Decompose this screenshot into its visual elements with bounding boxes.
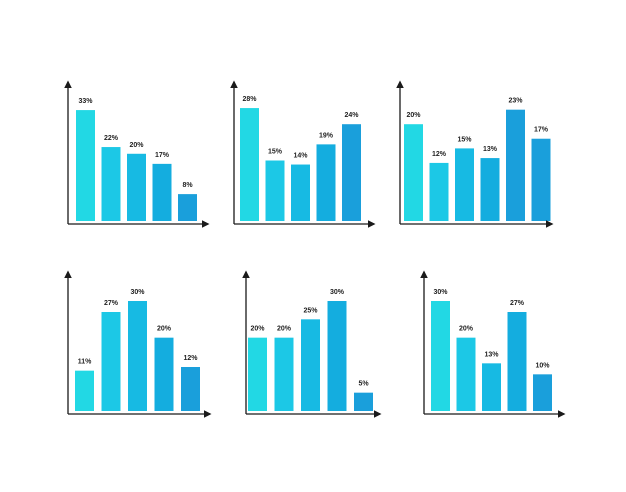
value-label-4: 17% bbox=[155, 152, 170, 159]
value-label-5: 12% bbox=[183, 355, 198, 362]
bar-1 bbox=[248, 337, 267, 411]
value-label-3: 13% bbox=[484, 351, 499, 358]
value-label-3: 20% bbox=[129, 142, 144, 149]
value-label-1: 20% bbox=[406, 112, 421, 119]
value-label-2: 15% bbox=[268, 149, 283, 156]
value-label-2: 12% bbox=[432, 151, 447, 158]
bar-5 bbox=[533, 374, 552, 411]
value-label-4: 30% bbox=[330, 289, 345, 296]
bar-3 bbox=[291, 164, 310, 221]
bar-5 bbox=[181, 367, 200, 411]
bar-1 bbox=[76, 110, 95, 221]
bar-2 bbox=[101, 147, 121, 221]
bar-2 bbox=[429, 162, 449, 221]
bar-2 bbox=[265, 160, 285, 221]
value-label-5: 24% bbox=[344, 112, 359, 119]
bar-3 bbox=[301, 319, 320, 411]
value-label-5: 10% bbox=[535, 362, 550, 369]
bar-2 bbox=[101, 312, 121, 411]
bar-6 bbox=[531, 138, 551, 221]
value-label-1: 11% bbox=[78, 359, 92, 366]
value-label-3: 15% bbox=[457, 136, 472, 143]
value-label-3: 14% bbox=[293, 153, 308, 160]
bar-1 bbox=[404, 124, 423, 221]
bar-chart-4: 11% 27% 30% 20% 12% bbox=[60, 268, 212, 418]
bar-chart-6: 30% 20% 13% 27% 10% bbox=[416, 268, 566, 418]
value-label-2: 27% bbox=[104, 300, 119, 307]
chart-svg: 30% 20% 13% 27% 10% bbox=[420, 270, 566, 418]
bar-2 bbox=[456, 337, 476, 411]
bar-4 bbox=[507, 312, 527, 411]
value-label-5: 8% bbox=[182, 182, 193, 189]
bar-4 bbox=[152, 163, 172, 221]
bar-1 bbox=[75, 370, 94, 411]
bar-4 bbox=[327, 301, 347, 411]
bar-4 bbox=[154, 337, 174, 411]
value-label-4: 19% bbox=[319, 132, 334, 139]
value-label-4: 20% bbox=[157, 326, 172, 333]
bar-chart-3: 20% 12% 15% 13% 23% 17% bbox=[392, 78, 554, 228]
chart-svg: 20% 12% 15% 13% 23% 17% bbox=[396, 80, 554, 228]
value-label-3: 30% bbox=[130, 289, 145, 296]
bar-5 bbox=[506, 109, 525, 221]
bar-3 bbox=[128, 301, 147, 411]
chart-svg: 28% 15% 14% 19% 24% bbox=[230, 80, 376, 228]
value-label-5: 5% bbox=[358, 381, 369, 388]
value-label-4: 13% bbox=[483, 146, 498, 153]
value-label-2: 20% bbox=[277, 326, 292, 333]
value-label-4: 27% bbox=[510, 300, 525, 307]
bar-5 bbox=[178, 194, 197, 221]
value-label-2: 20% bbox=[459, 326, 474, 333]
bar-4 bbox=[316, 144, 336, 221]
bar-1 bbox=[240, 108, 259, 221]
bar-3 bbox=[482, 363, 501, 411]
chart-svg: 20% 20% 25% 30% 5% bbox=[242, 270, 382, 418]
value-label-1: 30% bbox=[433, 289, 448, 296]
value-label-2: 22% bbox=[104, 135, 119, 142]
bar-chart-2: 28% 15% 14% 19% 24% bbox=[226, 78, 376, 228]
value-label-5: 23% bbox=[508, 98, 523, 105]
value-label-1: 28% bbox=[242, 96, 257, 103]
bar-4 bbox=[480, 158, 500, 221]
bar-chart-5: 20% 20% 25% 30% 5% bbox=[238, 268, 382, 418]
bar-chart-1: 33% 22% 20% 17% 8% bbox=[60, 78, 210, 228]
bar-2 bbox=[274, 337, 294, 411]
value-label-1: 20% bbox=[250, 326, 265, 333]
bar-3 bbox=[455, 148, 474, 221]
bar-5 bbox=[342, 124, 361, 221]
chart-svg: 11% 27% 30% 20% 12% bbox=[64, 270, 212, 418]
bar-1 bbox=[431, 301, 450, 411]
value-label-3: 25% bbox=[303, 307, 318, 314]
chart-svg: 33% 22% 20% 17% 8% bbox=[64, 80, 210, 228]
bar-3 bbox=[127, 153, 146, 221]
bar-5 bbox=[354, 392, 373, 411]
value-label-1: 33% bbox=[78, 98, 93, 105]
value-label-6: 17% bbox=[534, 127, 549, 134]
